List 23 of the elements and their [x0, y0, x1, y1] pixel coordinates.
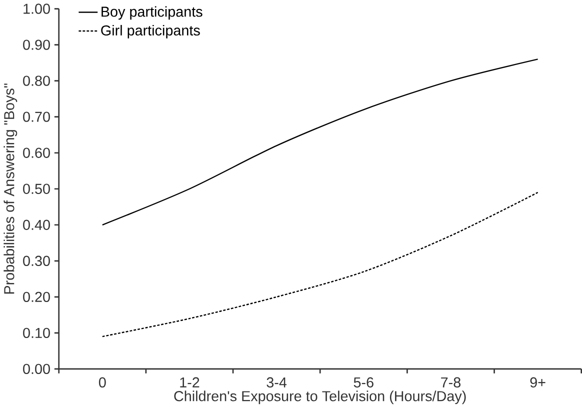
legend-label: Girl participants	[101, 25, 200, 38]
y-tick-label: 0.90	[23, 40, 50, 50]
y-tick-label: 0.60	[23, 148, 50, 158]
x-tick-label: 3-4	[266, 377, 287, 388]
y-tick-label: 0.20	[23, 292, 50, 302]
y-tick-label: 0.50	[23, 184, 50, 194]
y-tick-label: 0.30	[23, 256, 50, 266]
x-tick-label: 9+	[530, 377, 546, 388]
x-tick-label: 7-8	[441, 377, 460, 388]
x-tick-label: 5-6	[354, 377, 374, 388]
line-series	[102, 58, 538, 226]
line-series	[102, 192, 538, 338]
y-tick-label: 0.40	[23, 220, 50, 230]
y-tick-label: 0.00	[23, 364, 50, 374]
y-tick-label: 0.80	[23, 76, 50, 86]
x-tick-label: 0	[98, 377, 106, 388]
x-tick-label: 1-2	[180, 377, 200, 388]
legend-label: Boy participants	[102, 6, 202, 20]
y-axis-title: Probabilities of Answering "Boys"	[4, 84, 18, 294]
y-tick-label: 0.10	[23, 328, 50, 338]
y-tick-label: 0.70	[23, 112, 50, 122]
x-axis-title: Children's Exposure to Television (Hours/Day)	[174, 390, 466, 404]
y-tick-label: 1.00	[24, 4, 50, 14]
